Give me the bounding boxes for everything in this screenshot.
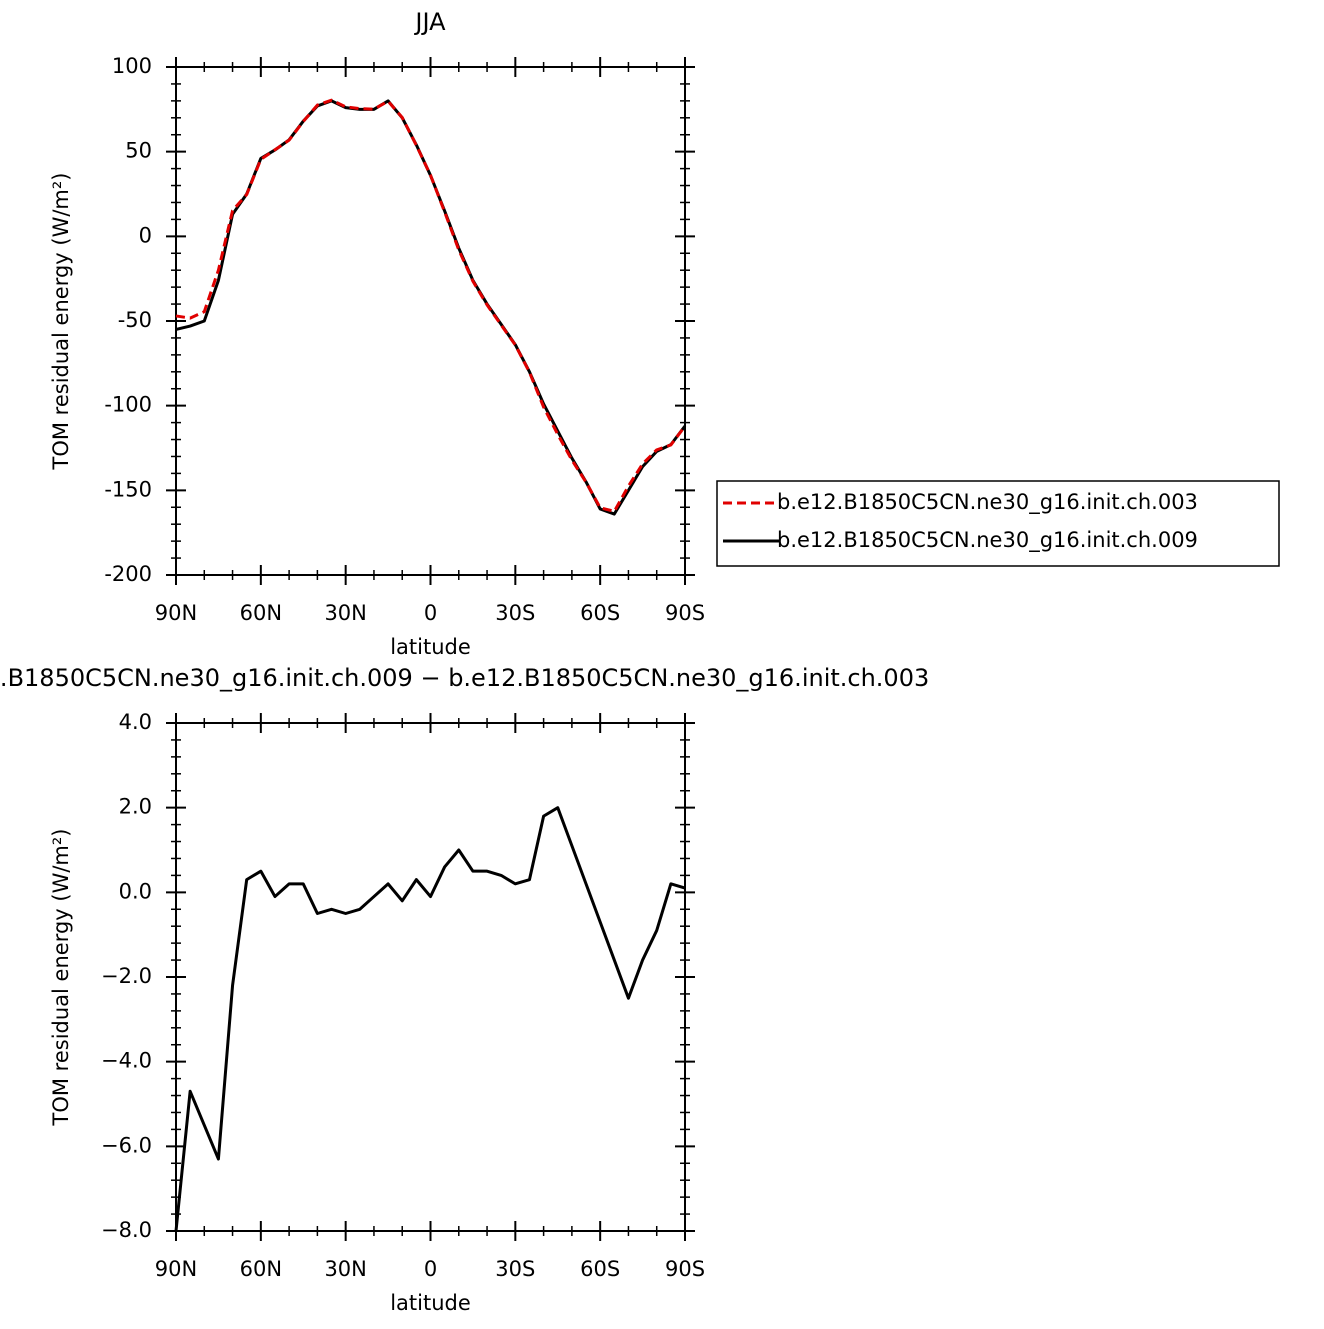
x-tick-label: 60N (240, 1257, 282, 1281)
y-tick-label: -50 (118, 308, 152, 332)
x-tick-label: 0 (424, 1257, 437, 1281)
data-line (175, 98, 687, 513)
x-axis-label: latitude (390, 1291, 471, 1315)
x-tick-label: 60N (240, 601, 282, 625)
y-tick-label: -100 (104, 393, 152, 417)
y-tick-label: −6.0 (101, 1133, 152, 1157)
plot-frame (175, 66, 686, 576)
chart-title: b.e12.B1850C5CN.ne30_g16.init.ch.009 − b… (0, 664, 929, 692)
x-tick-label: 60S (580, 601, 620, 625)
data-line (175, 99, 687, 516)
legend-label: b.e12.B1850C5CN.ne30_g16.init.ch.009 (777, 528, 1198, 553)
x-tick-label: 30S (495, 601, 535, 625)
y-tick-label: 100 (112, 54, 152, 78)
y-axis-label: TOM residual energy (W/m²) (49, 173, 73, 471)
y-tick-label: 2.0 (119, 795, 152, 819)
y-tick-label: 0 (139, 223, 152, 247)
x-tick-label: 90N (155, 601, 197, 625)
y-tick-label: -150 (104, 477, 152, 501)
y-tick-label: 0.0 (119, 879, 152, 903)
y-tick-label: 4.0 (119, 710, 152, 734)
y-axis-label: TOM residual energy (W/m²) (49, 829, 73, 1127)
x-tick-label: 90S (665, 1257, 705, 1281)
x-tick-label: 30N (324, 601, 366, 625)
x-tick-label: 60S (580, 1257, 620, 1281)
x-tick-label: 0 (424, 601, 437, 625)
y-tick-label: -200 (104, 562, 152, 586)
y-tick-label: −8.0 (101, 1218, 152, 1242)
y-tick-label: −4.0 (101, 1049, 152, 1073)
x-tick-label: 90S (665, 601, 705, 625)
y-tick-label: −2.0 (101, 964, 152, 988)
x-tick-label: 30S (495, 1257, 535, 1281)
y-tick-label: 50 (125, 139, 152, 163)
legend-box (716, 480, 1280, 567)
legend-label: b.e12.B1850C5CN.ne30_g16.init.ch.003 (777, 490, 1198, 515)
x-axis-label: latitude (390, 635, 471, 659)
chart-title: JJA (413, 8, 446, 36)
data-line (174, 806, 686, 1232)
x-tick-label: 30N (324, 1257, 366, 1281)
plot-frame (175, 722, 686, 1232)
x-tick-label: 90N (155, 1257, 197, 1281)
